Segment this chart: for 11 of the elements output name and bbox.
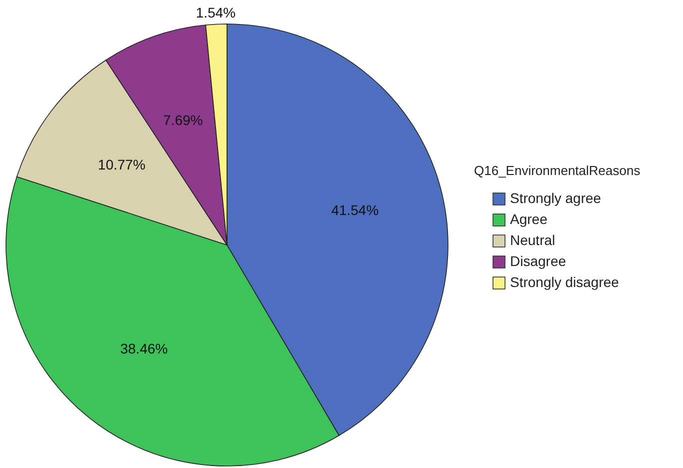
legend-label: Strongly disagree: [510, 274, 620, 290]
legend-title: Q16_EnvironmentalReasons: [474, 163, 641, 178]
data-label: 41.54%: [331, 202, 379, 218]
legend-label: Disagree: [510, 253, 566, 269]
legend-label: Strongly agree: [510, 190, 602, 206]
data-label: 7.69%: [163, 112, 203, 128]
data-label: 10.77%: [98, 156, 146, 172]
legend-label: Agree: [510, 211, 548, 227]
legend-label: Neutral: [510, 232, 556, 248]
data-label: 1.54%: [196, 4, 236, 20]
data-label: 38.46%: [120, 340, 168, 356]
